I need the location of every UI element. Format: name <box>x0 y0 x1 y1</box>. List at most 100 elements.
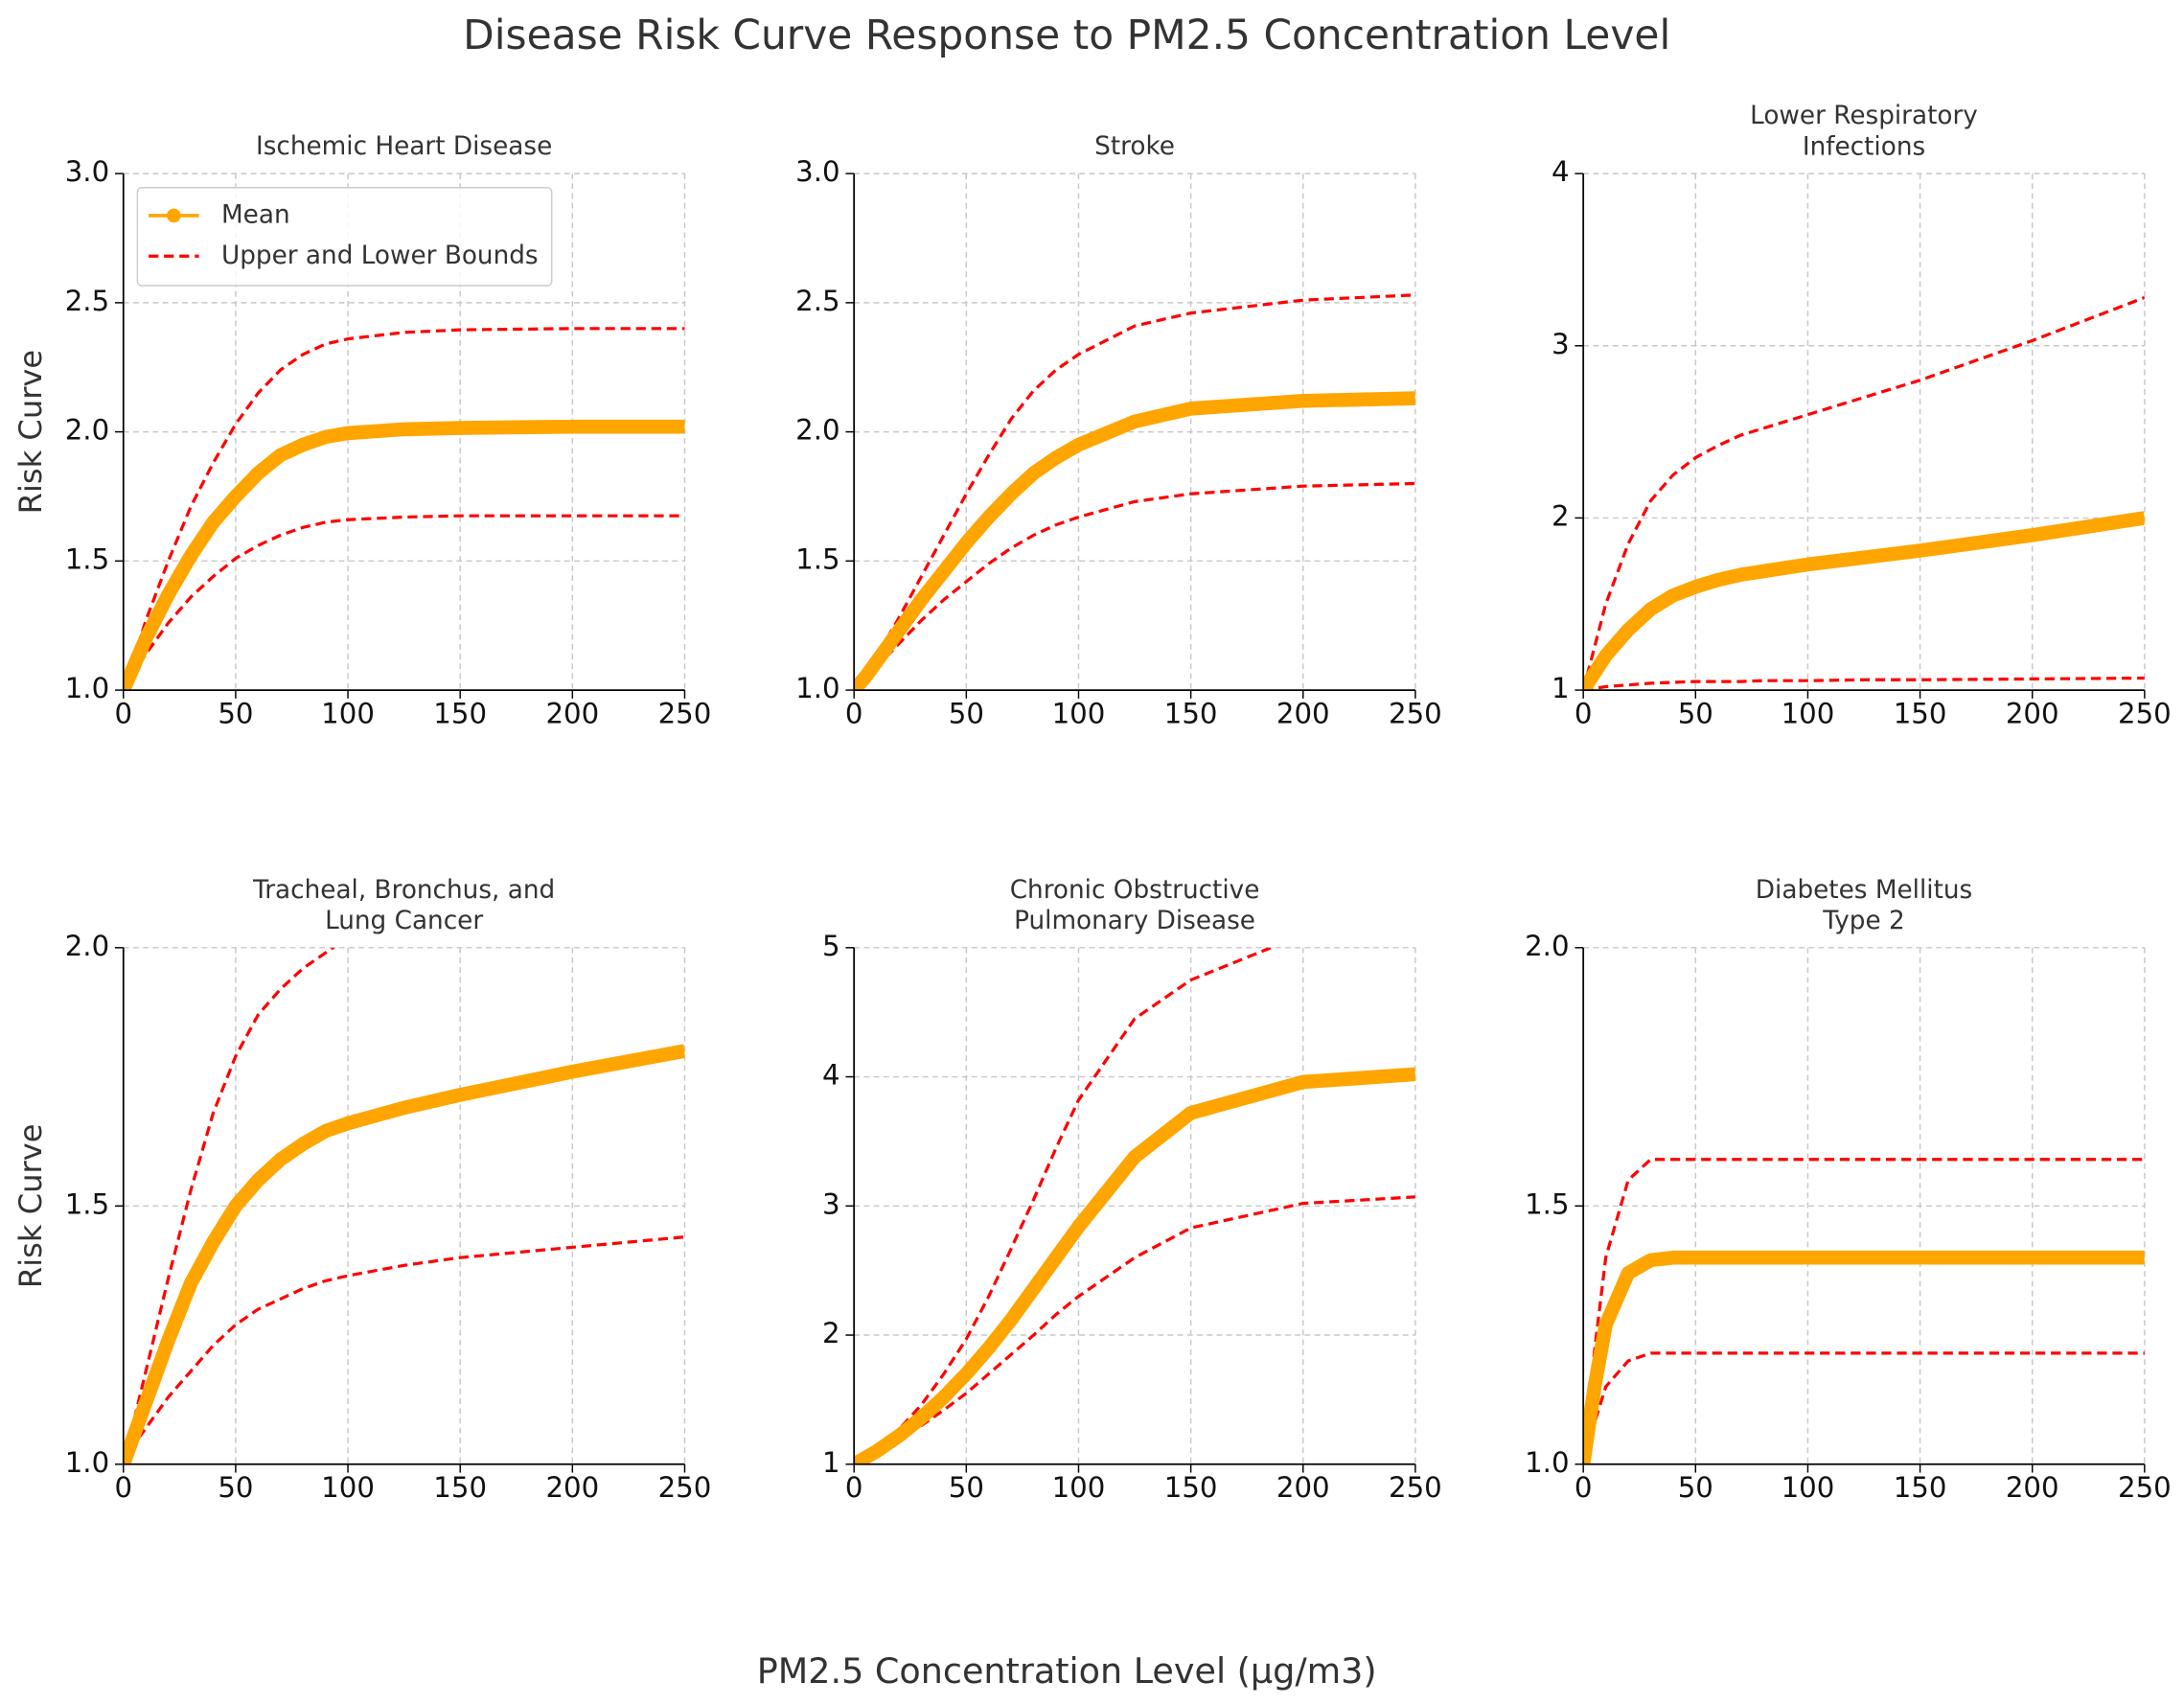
subplot-title: Tracheal, Bronchus, and Lung Cancer <box>252 875 555 934</box>
x-tick-label: 0 <box>1575 697 1593 729</box>
plot-area <box>1583 295 2145 691</box>
y-tick-label: 1 <box>822 1446 840 1479</box>
mean-line <box>123 1044 685 1464</box>
x-tick-label: 0 <box>845 697 863 729</box>
x-axis-label: PM2.5 Concentration Level (µg/m3) <box>757 1650 1377 1692</box>
x-tick-label: 200 <box>545 1471 599 1504</box>
plot-area <box>123 947 685 1464</box>
subplot: Ischemic Heart Disease Risk Curve 0 50 100 15… <box>12 132 712 730</box>
y-tick-label: 1.5 <box>795 542 839 575</box>
bound-line <box>123 327 685 691</box>
bound-line <box>854 947 1276 1464</box>
x-tick-label: 0 <box>1575 1471 1593 1504</box>
x-tick-label: 100 <box>1052 1471 1106 1504</box>
x-tick-label: 200 <box>1276 697 1330 729</box>
subplot: Diabetes Mellitus Type 2 0 50 100 150 200 250 1.… <box>1525 875 2172 1504</box>
y-tick-label: 2.0 <box>65 930 109 962</box>
x-tick-label: 150 <box>1164 1471 1218 1504</box>
x-tick-label: 0 <box>845 1471 863 1504</box>
y-tick-label: 2.0 <box>795 414 839 447</box>
x-tick-label: 150 <box>1894 1471 1947 1504</box>
x-tick-label: 50 <box>218 1471 253 1504</box>
bound-line <box>854 293 1415 691</box>
y-tick-label: 2.0 <box>65 414 109 447</box>
bound-line <box>123 514 685 691</box>
plot-area <box>123 327 685 691</box>
y-tick-label: 3 <box>822 1187 840 1220</box>
mean-line <box>854 391 1415 691</box>
bound-line <box>1583 676 2145 691</box>
bound-line <box>123 1235 685 1464</box>
bound-line <box>854 1195 1415 1464</box>
y-tick-label: 1 <box>1552 672 1570 704</box>
y-tick-label: 2 <box>822 1317 840 1349</box>
x-tick-label: 150 <box>433 1471 487 1504</box>
figure-title: Disease Risk Curve Response to PM2.5 Con… <box>463 12 1670 58</box>
x-tick-label: 100 <box>1782 1471 1835 1504</box>
x-tick-label: 150 <box>1894 697 1947 729</box>
plot-area <box>1583 1158 2145 1464</box>
subplot-title: Stroke <box>1094 132 1175 161</box>
bound-line <box>1583 295 2145 691</box>
subplot: Tracheal, Bronchus, and Lung Cancer Risk C… <box>12 875 712 1504</box>
subplot-title: Ischemic Heart Disease <box>256 132 552 161</box>
x-tick-label: 150 <box>1164 697 1218 729</box>
mean-line <box>854 1067 1415 1464</box>
x-tick-label: 100 <box>1052 697 1106 729</box>
y-tick-label: 1.0 <box>65 672 109 704</box>
x-tick-label: 50 <box>218 697 253 729</box>
y-tick-label: 5 <box>822 930 840 962</box>
x-tick-label: 50 <box>949 697 984 729</box>
subplot: Chronic Obstructive Pulmonary Disease 0 50 1… <box>822 875 1442 1504</box>
mean-line <box>1583 511 2145 691</box>
mean-line <box>1583 1250 2145 1464</box>
x-tick-label: 100 <box>1782 697 1835 729</box>
x-tick-label: 250 <box>1389 697 1442 729</box>
plot-area <box>854 947 1415 1464</box>
plot-area <box>854 293 1415 691</box>
subplot-title: Lower Respiratory Infections <box>1750 102 1978 161</box>
x-tick-label: 200 <box>2006 1471 2059 1504</box>
y-tick-label: 4 <box>822 1059 840 1092</box>
x-tick-label: 200 <box>545 697 599 729</box>
bound-line <box>1583 1158 2145 1464</box>
x-tick-label: 0 <box>114 1471 132 1504</box>
y-tick-label: 3.0 <box>795 155 839 188</box>
x-tick-label: 200 <box>2006 697 2059 729</box>
legend-label: Upper and Lower Bounds <box>221 242 539 270</box>
bound-line <box>123 947 336 1464</box>
subplot-title: Chronic Obstructive Pulmonary Disease <box>1010 875 1260 934</box>
x-tick-label: 250 <box>2118 1471 2172 1504</box>
y-tick-label: 1.5 <box>1525 1187 1569 1220</box>
x-tick-label: 50 <box>949 1471 984 1504</box>
y-tick-label: 2.5 <box>65 285 109 317</box>
x-tick-label: 250 <box>658 1471 712 1504</box>
x-tick-label: 150 <box>433 697 487 729</box>
x-tick-label: 0 <box>114 697 132 729</box>
subplot: Lower Respiratory Infections 0 50 100 150 200 2… <box>1552 102 2172 730</box>
y-tick-label: 2 <box>1552 499 1570 532</box>
mean-line <box>123 419 685 691</box>
subplot: Stroke 0 50 100 150 200 250 1.0 1.5 2.0 2.5 3.0 <box>795 132 1442 730</box>
y-axis-label: Risk Curve <box>12 350 49 515</box>
legend-label: Mean <box>221 200 290 229</box>
x-tick-label: 100 <box>321 1471 375 1504</box>
x-tick-label: 100 <box>321 697 375 729</box>
y-tick-label: 3 <box>1552 328 1570 360</box>
subplot-title: Diabetes Mellitus Type 2 <box>1756 875 1972 934</box>
legend-box <box>136 186 553 287</box>
y-tick-label: 1.5 <box>65 1187 109 1220</box>
x-tick-label: 250 <box>658 697 712 729</box>
x-tick-label: 250 <box>2118 697 2172 729</box>
y-tick-label: 2.0 <box>1525 930 1569 962</box>
x-tick-label: 200 <box>1276 1471 1330 1504</box>
x-tick-label: 250 <box>1389 1471 1442 1504</box>
y-axis-label: Risk Curve <box>12 1124 49 1289</box>
legend-marker <box>167 208 181 223</box>
y-tick-label: 1.5 <box>65 542 109 575</box>
y-tick-label: 3.0 <box>65 155 109 188</box>
x-tick-label: 50 <box>1678 697 1713 729</box>
y-tick-label: 1.0 <box>65 1446 109 1479</box>
bound-line <box>1583 1351 2145 1464</box>
